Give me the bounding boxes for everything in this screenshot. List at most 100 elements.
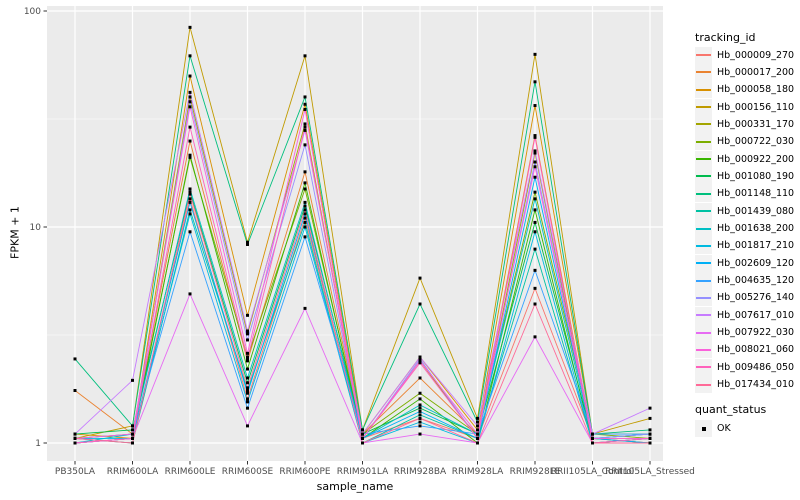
- data-point: [303, 212, 307, 216]
- data-point: [131, 428, 134, 432]
- legend-item: Hb_000017_200: [695, 63, 795, 81]
- legend-key-icon: [695, 167, 712, 185]
- x-tick-label: RRIM901LA: [337, 467, 389, 477]
- legend-item: Hb_005276_140: [695, 289, 795, 307]
- data-point: [648, 406, 652, 410]
- data-point: [476, 424, 479, 428]
- data-point: [246, 313, 249, 317]
- data-point: [246, 355, 249, 359]
- legend-key-icon: [695, 133, 712, 151]
- legend-item-label: Hb_000156_110: [717, 101, 795, 113]
- data-point: [361, 436, 364, 440]
- data-point: [533, 268, 537, 272]
- data-point: [303, 125, 307, 129]
- quant-ok-marker-icon: [695, 420, 712, 437]
- legend-title-quant-status: quant_status: [695, 403, 767, 416]
- legend-item-label: Hb_000722_030: [717, 136, 795, 148]
- legend-item-label: Hb_005276_140: [717, 292, 795, 304]
- data-point: [131, 424, 134, 428]
- legend-item-label: Hb_001817_210: [717, 240, 795, 252]
- data-point: [246, 381, 249, 385]
- x-tick-label: RRIM928LE: [510, 467, 561, 477]
- data-point: [361, 441, 364, 445]
- data-point: [533, 165, 537, 169]
- legend-item: Hb_001080_190: [695, 167, 794, 185]
- legend-item-label: Hb_002609_120: [717, 257, 795, 269]
- data-point: [303, 216, 307, 220]
- data-point: [533, 197, 537, 201]
- x-tick-label: RRIM928LA: [452, 467, 504, 477]
- legend-item: Hb_009486_050: [695, 358, 795, 376]
- x-tick-label: RRIM600PE: [279, 467, 331, 477]
- data-point: [246, 391, 249, 395]
- data-point: [188, 95, 192, 99]
- data-point: [418, 397, 422, 401]
- legend-key-icon: [695, 341, 712, 359]
- data-point: [591, 436, 594, 440]
- data-point: [648, 441, 652, 445]
- legend-item-label: Hb_017434_010: [717, 379, 795, 391]
- data-point: [303, 306, 307, 310]
- legend-key-icon: [695, 237, 712, 255]
- data-point: [188, 200, 192, 204]
- data-point: [533, 149, 537, 153]
- data-point: [533, 220, 537, 224]
- data-point: [418, 357, 422, 361]
- legend-title-tracking-id: tracking_id: [695, 31, 756, 44]
- data-point: [533, 286, 537, 290]
- legend-item: Hb_001148_110: [695, 185, 794, 203]
- legend-item-label: Hb_000017_200: [717, 66, 795, 78]
- data-point: [533, 135, 537, 139]
- data-point: [476, 420, 479, 424]
- legend-item: Hb_000331_170: [695, 115, 794, 133]
- data-point: [188, 212, 192, 216]
- data-point: [246, 338, 249, 342]
- data-point: [418, 391, 422, 395]
- legend-item: Hb_001817_210: [695, 237, 795, 255]
- data-point: [188, 153, 192, 157]
- x-tick-label: RRII105LA_Stressed: [605, 467, 695, 477]
- legend-item-label: Hb_001638_200: [717, 223, 795, 234]
- data-point: [188, 90, 192, 94]
- data-point: [418, 409, 422, 413]
- data-point: [131, 378, 134, 382]
- data-point: [418, 302, 422, 306]
- legend-key-icon: [695, 376, 712, 394]
- data-point: [533, 190, 537, 194]
- data-point: [131, 441, 134, 445]
- data-point: [303, 235, 307, 239]
- x-tick-label: RRIM600LE: [165, 467, 216, 477]
- legend-key-icon: [695, 254, 712, 272]
- data-point: [188, 100, 192, 104]
- legend-key-icon: [695, 81, 712, 99]
- legend: tracking_id Hb_000009_270 Hb_000017_200 Hb…: [695, 0, 800, 500]
- data-point: [591, 441, 594, 445]
- data-point: [303, 122, 307, 126]
- legend-item: Hb_008021_060: [695, 341, 795, 359]
- data-point: [188, 74, 192, 78]
- data-point: [246, 242, 249, 246]
- x-tick-label: RRIM928BA: [394, 467, 447, 477]
- data-point: [188, 230, 192, 234]
- data-point: [533, 134, 537, 138]
- data-point: [476, 441, 479, 445]
- y-tick-label: 100: [24, 7, 41, 17]
- data-point: [533, 151, 537, 155]
- data-point: [533, 175, 537, 179]
- data-point: [476, 436, 479, 440]
- data-point: [246, 386, 249, 390]
- data-point: [303, 187, 307, 191]
- legend-key-icon: [695, 185, 712, 203]
- data-point: [246, 406, 249, 410]
- data-point: [188, 197, 192, 201]
- legend-item: Hb_004635_120: [695, 272, 794, 290]
- x-tick-label: RRII105LA_Control: [551, 467, 634, 477]
- data-point: [188, 192, 192, 196]
- x-tick-label: PB350LA: [55, 467, 96, 477]
- data-point: [246, 332, 249, 336]
- data-point: [476, 428, 479, 432]
- data-point: [418, 420, 422, 424]
- legend-item-label: Hb_009486_050: [717, 361, 795, 373]
- legend-item-label: Hb_008021_060: [717, 344, 795, 356]
